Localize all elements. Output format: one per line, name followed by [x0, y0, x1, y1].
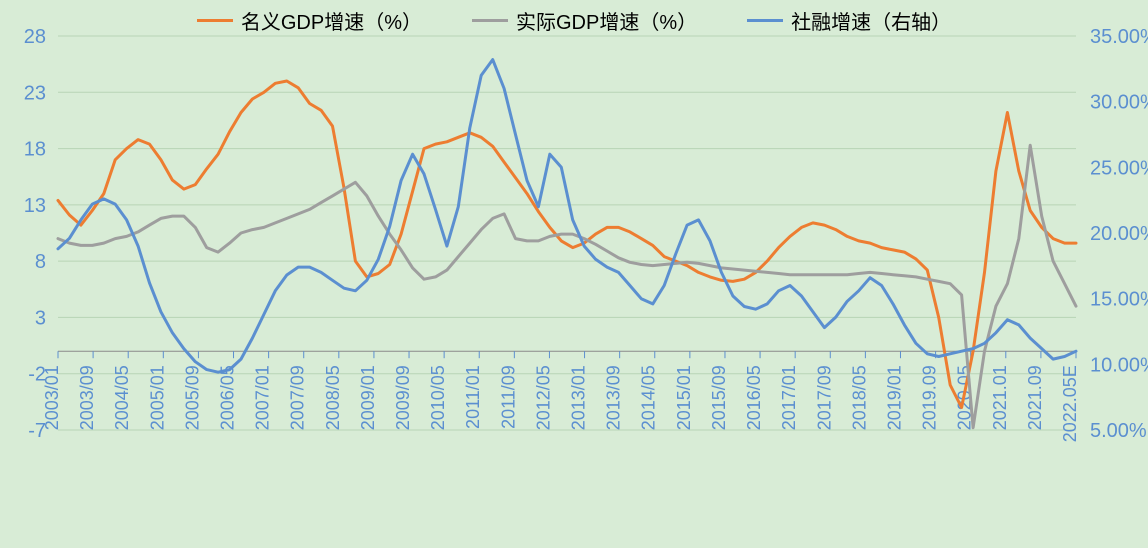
svg-text:8: 8: [35, 251, 46, 273]
svg-text:3: 3: [35, 307, 46, 329]
svg-text:2018/05: 2018/05: [849, 365, 869, 430]
svg-text:2005/01: 2005/01: [147, 365, 167, 430]
svg-text:28: 28: [24, 26, 46, 48]
svg-text:2011/01: 2011/01: [463, 365, 483, 429]
svg-text:2013/09: 2013/09: [604, 365, 624, 430]
svg-text:2008/05: 2008/05: [323, 365, 343, 430]
svg-text:2009/09: 2009/09: [393, 365, 413, 430]
svg-text:2007/09: 2007/09: [288, 365, 308, 430]
svg-text:2012/05: 2012/05: [533, 365, 553, 430]
svg-text:25.00%: 25.00%: [1090, 157, 1148, 179]
svg-text:2010/05: 2010/05: [428, 365, 448, 430]
svg-text:10.00%: 10.00%: [1090, 354, 1148, 376]
svg-text:2021.01: 2021.01: [990, 365, 1010, 430]
svg-text:18: 18: [24, 139, 46, 161]
svg-text:2015/09: 2015/09: [709, 365, 729, 430]
svg-text:2016/05: 2016/05: [744, 365, 764, 430]
svg-text:30.00%: 30.00%: [1090, 92, 1148, 114]
svg-text:2021.09: 2021.09: [1025, 365, 1045, 430]
svg-text:2019/01: 2019/01: [884, 365, 904, 430]
svg-text:2004/05: 2004/05: [112, 365, 132, 430]
svg-text:2003/09: 2003/09: [77, 365, 97, 430]
svg-text:5.00%: 5.00%: [1090, 420, 1147, 442]
svg-text:2019.09: 2019.09: [920, 365, 940, 430]
svg-text:2014/05: 2014/05: [639, 365, 659, 430]
svg-text:2006/05: 2006/05: [218, 365, 238, 430]
svg-text:23: 23: [24, 82, 46, 104]
svg-text:2017/09: 2017/09: [814, 365, 834, 430]
svg-text:2013/01: 2013/01: [569, 365, 589, 430]
svg-text:35.00%: 35.00%: [1090, 26, 1148, 48]
svg-text:2009/01: 2009/01: [358, 365, 378, 430]
svg-text:2007/01: 2007/01: [253, 365, 273, 430]
svg-text:2017/01: 2017/01: [779, 365, 799, 430]
svg-text:2003/01: 2003/01: [42, 365, 62, 430]
svg-text:15.00%: 15.00%: [1090, 289, 1148, 311]
svg-text:2022.05E: 2022.05E: [1060, 365, 1080, 442]
svg-text:2005/09: 2005/09: [182, 365, 202, 430]
svg-text:13: 13: [24, 195, 46, 217]
svg-text:2015/01: 2015/01: [674, 365, 694, 430]
chart-canvas: -7-238131823285.00%10.00%15.00%20.00%25.…: [0, 0, 1148, 548]
svg-text:2011/09: 2011/09: [498, 365, 518, 429]
svg-text:20.00%: 20.00%: [1090, 223, 1148, 245]
